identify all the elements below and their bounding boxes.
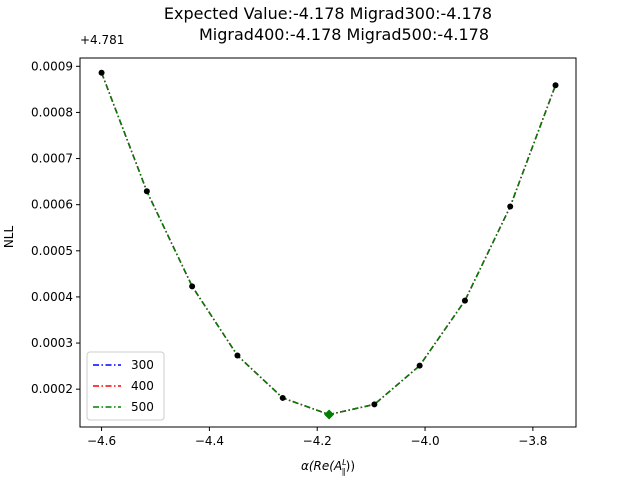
data-point-9 [507, 203, 514, 210]
data-point-0 [98, 69, 105, 76]
x-axis-label-main: α(Re(A [301, 459, 342, 473]
legend-label-300: 300 [131, 358, 154, 372]
x-axis-label-sup: L [342, 458, 346, 467]
y-axis-offset-label: +4.781 [80, 33, 124, 47]
y-tick-label-2: 0.0004 [31, 290, 73, 304]
chart-title-line-2: Migrad400:-4.178 Migrad500:-4.178 [199, 25, 489, 44]
data-point-3 [234, 352, 241, 359]
y-tick-label-6: 0.0008 [31, 105, 73, 119]
x-tick-label-2: −4.2 [303, 434, 332, 448]
x-axis-label: α(Re(AL ∥)) [301, 458, 355, 476]
x-tick-label-3: −4.0 [410, 434, 439, 448]
x-axis-label-sub: ∥ [342, 467, 346, 476]
chart-title-line-1: Expected Value:-4.178 Migrad300:-4.178 [164, 4, 492, 23]
y-axis-label: NLL [2, 226, 16, 249]
minimum-marker [324, 409, 335, 420]
y-tick-label-7: 0.0009 [31, 59, 73, 73]
x-axis-ticks: −4.6 −4.4 −4.2 −4.0 −3.8 [87, 427, 547, 448]
legend: 300 400 500 [86, 351, 165, 421]
x-tick-label-0: −4.6 [87, 434, 116, 448]
legend-frame [86, 351, 165, 421]
minimum-marker-layer [324, 409, 335, 420]
plot-frame [79, 57, 577, 428]
y-tick-label-1: 0.0003 [31, 336, 73, 350]
x-tick-label-4: −3.8 [518, 434, 547, 448]
y-tick-label-5: 0.0007 [31, 152, 73, 166]
data-point-6 [371, 401, 378, 408]
y-tick-label-4: 0.0006 [31, 198, 73, 212]
y-axis-ticks: 0.0002 0.0003 0.0004 0.0005 0.0006 0.0007 0.00… [31, 59, 80, 396]
data-point-7 [416, 362, 423, 369]
x-axis-label-close: )) [346, 459, 355, 473]
legend-label-500: 500 [131, 400, 154, 414]
x-tick-label-1: −4.4 [195, 434, 224, 448]
data-point-4 [279, 394, 286, 401]
legend-label-400: 400 [131, 379, 154, 393]
y-tick-label-3: 0.0005 [31, 244, 73, 258]
data-point-8 [461, 297, 468, 304]
data-point-1 [143, 188, 150, 195]
data-point-2 [189, 283, 196, 290]
y-tick-label-0: 0.0002 [31, 382, 73, 396]
data-point-10 [552, 82, 559, 89]
